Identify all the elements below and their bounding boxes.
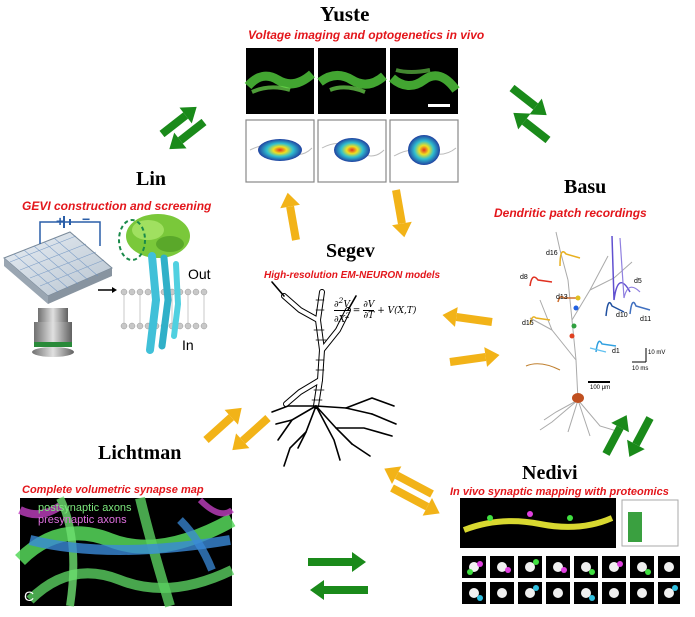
lin-gevi-illustration <box>3 214 208 357</box>
lichtman-em-image <box>15 496 236 608</box>
basu-scale-ms: 10 ms <box>632 366 649 372</box>
yellow-arrow-segev-to-yuste <box>280 192 300 241</box>
basu-trace-label: d5 <box>634 278 642 285</box>
basu-trace-label: d13 <box>556 294 568 301</box>
yuste-subtitle: Voltage imaging and optogenetics in vivo <box>248 28 485 42</box>
lichtman-name: Lichtman <box>98 442 182 464</box>
yellow-arrow-segev-to-lichtman <box>232 415 271 451</box>
lichtman-subtitle: Complete volumetric synapse map <box>22 484 204 496</box>
basu-dendrite-illustration <box>525 231 651 437</box>
green-arrow-lichtman-to-nedivi <box>308 552 366 572</box>
nedivi-subtitle: In vivo synaptic mapping with proteomics <box>450 486 669 498</box>
green-arrow-nedivi-to-lichtman <box>310 580 368 600</box>
yuste-fluorescence-panels <box>244 48 460 114</box>
nedivi-name: Nedivi <box>522 462 578 484</box>
yellow-arrows <box>203 189 500 516</box>
segev-cable-equation: ∂2V ∂X2 = ∂V ∂T + V(X,T) <box>334 296 417 325</box>
green-arrow-basu-to-nedivi <box>627 416 654 457</box>
lin-plus-sign: + <box>56 213 65 229</box>
yellow-arrow-lichtman-to-segev <box>203 407 242 443</box>
basu-subtitle: Dendritic patch recordings <box>494 206 647 220</box>
segev-subtitle: High-resolution EM-NEURON models <box>264 270 441 281</box>
basu-trace-label: d15 <box>522 320 534 327</box>
yellow-arrow-yuste-to-segev <box>392 189 412 238</box>
lin-name: Lin <box>136 168 167 190</box>
yellow-arrow-segev-to-nedivi <box>390 484 440 516</box>
basu-scale-um: 100 μm <box>590 385 611 391</box>
basu-trace-label: d16 <box>546 250 558 257</box>
green-arrow-yuste-to-basu <box>509 84 547 116</box>
lichtman-overlay-presynaptic: presynaptic axons <box>38 514 127 526</box>
green-arrow-lin-to-yuste-1 <box>159 106 197 138</box>
green-arrow-nedivi-to-basu <box>602 415 629 456</box>
yuste-name: Yuste <box>320 2 370 26</box>
lin-label-in: In <box>182 337 194 353</box>
segev-name: Segev <box>326 240 375 262</box>
lin-minus-sign: − <box>82 211 91 227</box>
yuste-heatmap-panels <box>245 119 459 183</box>
lin-label-out: Out <box>188 266 211 282</box>
basu-trace-label: d8 <box>520 274 528 281</box>
lichtman-panel-letter: C <box>24 588 35 604</box>
basu-trace-label: d1 <box>612 348 620 355</box>
basu-trace-label: d10 <box>616 312 628 319</box>
yellow-arrow-segev-to-basu <box>449 347 500 367</box>
basu-name: Basu <box>564 176 607 198</box>
lin-subtitle: GEVI construction and screening <box>22 199 212 213</box>
lichtman-overlay-postsynaptic: postsynaptic axons <box>38 502 132 514</box>
segev-neuron-model <box>271 281 397 467</box>
green-arrow-yuste-to-lin <box>169 118 207 150</box>
green-arrow-basu-to-yuste <box>513 112 551 144</box>
basu-trace-label: d11 <box>640 316 652 323</box>
basu-scale-mv: 10 mV <box>648 350 666 356</box>
green-arrows <box>159 84 654 600</box>
yellow-arrow-basu-to-segev <box>442 307 493 327</box>
yellow-arrow-nedivi-to-segev <box>384 466 434 498</box>
nedivi-imaging-panels <box>460 498 680 604</box>
